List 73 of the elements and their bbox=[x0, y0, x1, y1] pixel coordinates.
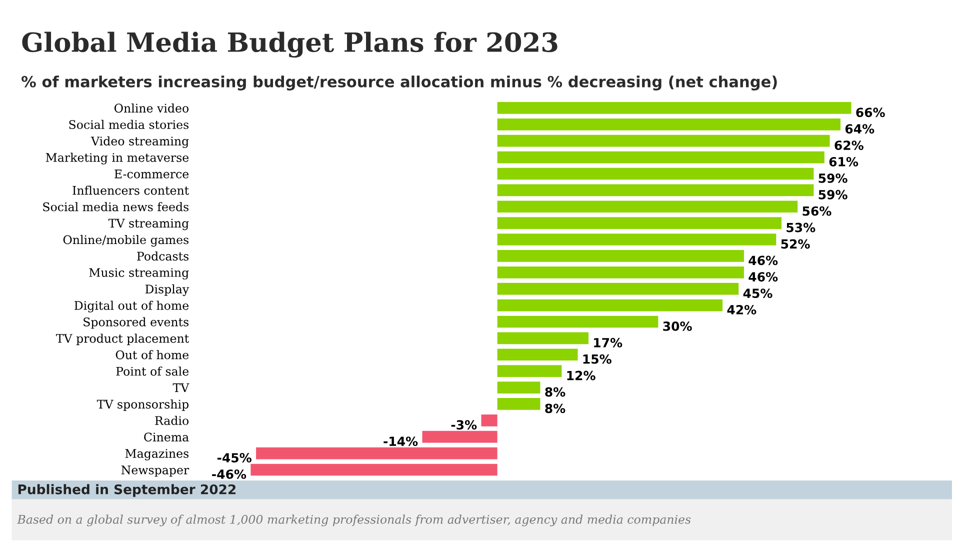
bar bbox=[497, 332, 588, 344]
data-label: 42% bbox=[727, 305, 756, 314]
data-label: -46% bbox=[212, 469, 246, 479]
data-label: 62% bbox=[834, 140, 864, 150]
y-tick-label: Video streaming bbox=[90, 136, 189, 148]
bar bbox=[497, 102, 852, 114]
bar bbox=[497, 250, 744, 262]
bar bbox=[497, 348, 578, 361]
data-label: 15% bbox=[583, 354, 612, 364]
y-tick-label: Online/mobile games bbox=[63, 235, 188, 247]
bar bbox=[497, 282, 739, 295]
data-label: 8% bbox=[545, 404, 566, 414]
y-tick-label: Podcasts bbox=[137, 251, 189, 261]
y-tick-label: TV streaming bbox=[108, 218, 189, 230]
data-label: 59% bbox=[818, 190, 848, 200]
data-label: 52% bbox=[781, 239, 810, 249]
y-tick-label: Digital out of home bbox=[74, 300, 189, 312]
y-tick-label: Social media stories bbox=[69, 120, 189, 130]
data-label: 64% bbox=[845, 124, 874, 134]
bar bbox=[497, 200, 798, 213]
y-tick-label: Online video bbox=[114, 103, 189, 113]
bar bbox=[497, 234, 776, 246]
data-label: 46% bbox=[748, 272, 778, 282]
y-tick-label: Out of home bbox=[116, 350, 189, 360]
y-tick-label: Marketing in metaverse bbox=[46, 152, 189, 164]
bar bbox=[497, 217, 782, 229]
y-tick-label: Magazines bbox=[125, 449, 189, 460]
bar bbox=[497, 316, 658, 328]
bar bbox=[422, 430, 498, 443]
y-tick-label: TV product placement bbox=[56, 334, 190, 346]
chart-title: Global Media Budget Plans for 2023 bbox=[22, 32, 558, 58]
data-label: 61% bbox=[829, 157, 858, 166]
data-label: 45% bbox=[743, 288, 772, 298]
data-label: 12% bbox=[567, 370, 596, 380]
y-tick-label: Social media news feeds bbox=[43, 202, 189, 212]
text: Published in September 2022 bbox=[18, 484, 236, 497]
data-label: -14% bbox=[384, 436, 418, 446]
y-tick-label: Sponsored events bbox=[84, 317, 189, 329]
bar bbox=[497, 134, 830, 147]
y-tick-label: Display bbox=[145, 284, 190, 296]
y-tick-label: Music streaming bbox=[89, 268, 189, 280]
bar bbox=[497, 382, 540, 394]
bar bbox=[250, 464, 498, 476]
data-label: 46% bbox=[748, 256, 778, 266]
bar bbox=[497, 398, 540, 410]
y-tick-label: TV bbox=[172, 383, 190, 392]
bar bbox=[497, 266, 744, 278]
text: Based on a global survey of almost 1,000 marketing professionals from advertiser, agency and media companies bbox=[17, 514, 691, 526]
data-label: -3% bbox=[451, 420, 477, 430]
bar bbox=[497, 299, 723, 312]
bar bbox=[256, 447, 498, 460]
bar bbox=[497, 151, 824, 164]
data-label: -45% bbox=[217, 453, 252, 462]
y-tick-label: E-commerce bbox=[114, 170, 189, 178]
y-tick-label: Influencers content bbox=[72, 186, 190, 195]
data-label: 8% bbox=[545, 387, 566, 397]
y-tick-label: Newspaper bbox=[121, 466, 190, 477]
data-label: 56% bbox=[802, 206, 832, 216]
bar bbox=[497, 365, 562, 377]
data-label: 59% bbox=[818, 173, 848, 183]
data-label: 30% bbox=[663, 321, 692, 331]
y-tick-label: Cinema bbox=[144, 432, 189, 442]
data-label: 53% bbox=[786, 222, 816, 232]
bar bbox=[497, 118, 840, 130]
y-tick-label: Point of sale bbox=[116, 366, 189, 376]
bar bbox=[497, 168, 814, 180]
data-label: 66% bbox=[856, 108, 885, 118]
chart-subtitle: % of marketers increasing budget/resource allocation minus % decreasing (net change) bbox=[22, 76, 777, 90]
bar bbox=[481, 414, 498, 426]
y-tick-label: Radio bbox=[155, 416, 189, 426]
y-tick-label: TV sponsorship bbox=[96, 399, 189, 411]
bar bbox=[497, 184, 814, 196]
data-label: 17% bbox=[594, 338, 622, 348]
